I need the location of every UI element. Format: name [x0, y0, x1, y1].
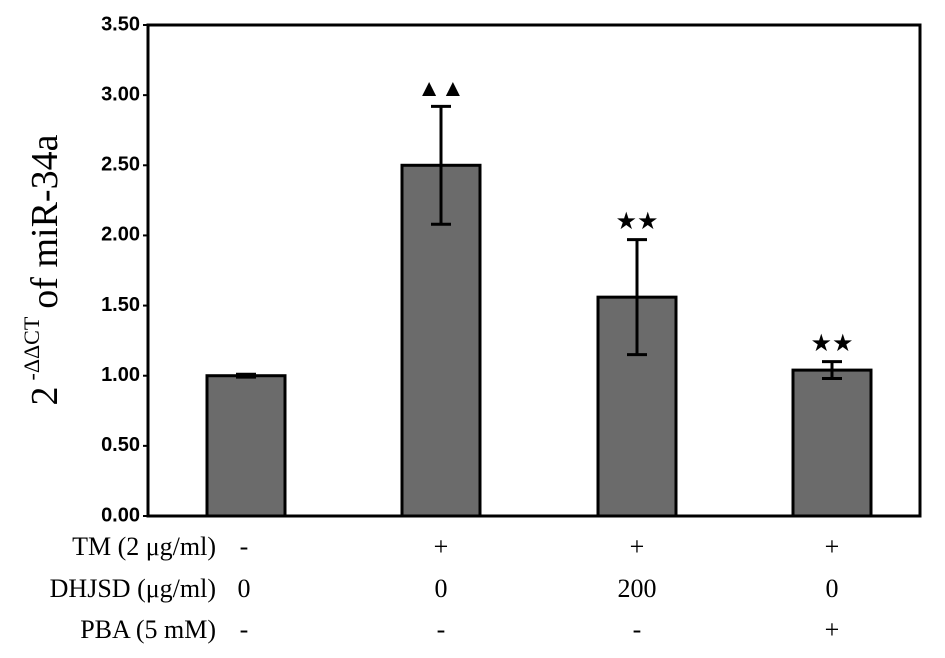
condition-cell: -	[437, 615, 446, 644]
condition-label: DHJSD (μg/ml)	[50, 574, 216, 603]
y-tick-label: 3.00	[101, 83, 140, 105]
bar	[205, 374, 287, 518]
condition-label: TM (2 μg/ml)	[72, 532, 216, 561]
error-bar	[236, 372, 256, 379]
condition-cell: 0	[826, 574, 839, 603]
y-tick-label: 2.00	[101, 224, 140, 246]
condition-cell: -	[240, 615, 249, 644]
significance-mark: ★★	[615, 209, 658, 235]
condition-cell: 200	[618, 574, 657, 603]
condition-cell: 0	[435, 574, 448, 603]
significance-mark: ★★	[810, 331, 853, 357]
bar	[791, 368, 873, 518]
error-bar	[822, 360, 842, 381]
y-axis-title: 2 -ΔΔCT of miR-34a	[19, 134, 66, 405]
error-bar	[627, 238, 647, 357]
condition-cell: +	[630, 532, 645, 561]
y-tick-label: 2.50	[101, 154, 140, 176]
condition-cell: +	[434, 532, 449, 561]
significance-mark: ▲▲	[417, 76, 465, 102]
y-tick-label: 1.00	[101, 364, 140, 386]
condition-cell: 0	[238, 574, 251, 603]
condition-cell: -	[633, 615, 642, 644]
condition-cell: +	[825, 615, 840, 644]
plot-frame	[146, 23, 922, 518]
error-bar	[431, 104, 451, 226]
condition-label: PBA (5 mM)	[80, 615, 216, 644]
condition-cell: +	[825, 532, 840, 561]
y-title-base: 2	[24, 386, 66, 405]
y-title-rest: of miR-34a	[24, 134, 66, 308]
y-tick-label: 1.50	[101, 294, 140, 316]
y-tick-label: 0.50	[101, 434, 140, 456]
condition-cell: -	[240, 532, 249, 561]
y-tick-label: 3.50	[101, 13, 140, 35]
y-tick-label: 0.00	[101, 504, 140, 526]
y-title-sup: -ΔΔCT	[19, 316, 44, 380]
